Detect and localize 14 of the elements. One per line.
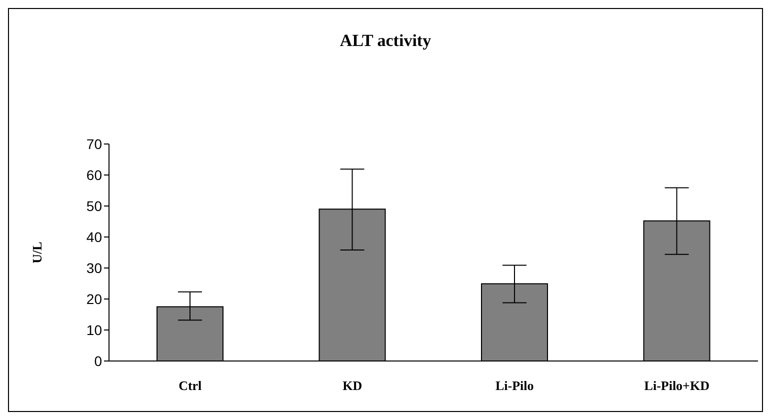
y-tick-label: 50 — [86, 198, 102, 214]
y-tick-label: 30 — [86, 260, 102, 276]
y-tick-label: 10 — [86, 322, 102, 338]
x-tick-label: Ctrl — [178, 378, 202, 394]
y-tick-label: 40 — [86, 228, 102, 245]
x-tick-label: Li-Pilo+KD — [644, 378, 710, 394]
x-tick-label: KD — [342, 378, 362, 394]
chart-title: ALT activity — [338, 31, 432, 51]
y-tick-label: 20 — [86, 290, 102, 307]
x-tick-label: Li-Pilo — [495, 378, 534, 394]
y-tick-label: 70 — [86, 136, 102, 152]
y-tick-label: 60 — [86, 166, 102, 183]
y-tick-label: 0 — [94, 352, 102, 369]
y-axis-title: U/L — [30, 241, 45, 264]
